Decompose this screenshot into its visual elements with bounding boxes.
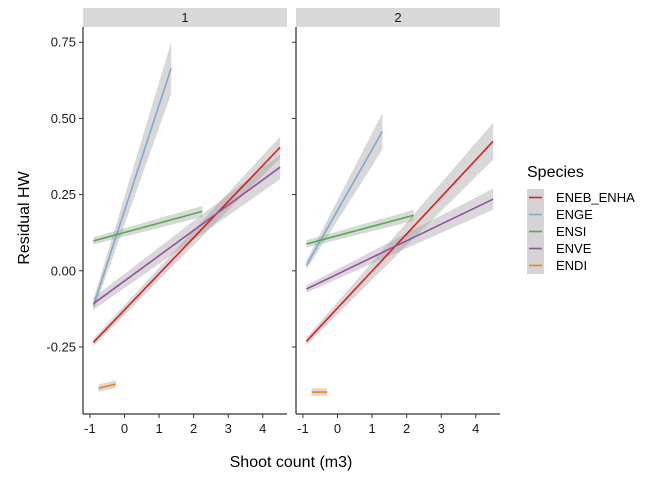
series-line-endi xyxy=(98,383,117,389)
y-axis-title: Residual HW xyxy=(16,170,33,264)
legend-item-endi: ENDI xyxy=(527,257,587,274)
legend-item-enge: ENGE xyxy=(527,206,593,223)
y-tick-label: 0.50 xyxy=(51,111,76,126)
legend-label: ENSI xyxy=(556,224,586,239)
x-tick-label: 4 xyxy=(259,421,266,436)
legend-label: ENEB_ENHA xyxy=(556,190,635,205)
legend-label: ENGE xyxy=(556,207,593,222)
y-tick-label: 0.25 xyxy=(51,187,76,202)
x-tick-label: 1 xyxy=(155,421,162,436)
series-line-eneb_enha xyxy=(92,146,281,343)
series-line-enge xyxy=(305,130,384,266)
legend-title: Species xyxy=(527,164,584,181)
panel-1: 1 -1 0 1 2 3 4 -0.25 0.00 0.25 0.50 0.75 xyxy=(46,8,287,436)
x-tick-label: 3 xyxy=(225,421,232,436)
x-tick-label: 1 xyxy=(368,421,375,436)
x-tick-label: 3 xyxy=(438,421,445,436)
series-line-enve xyxy=(92,166,281,305)
series-line-enve xyxy=(306,198,494,290)
ribbon-enve xyxy=(93,155,281,310)
panels: 1 -1 0 1 2 3 4 -0.25 0.00 0.25 0.50 0.75 2 -1 0 1 2 3 4 xyxy=(46,8,500,436)
legend-item-enve: ENVE xyxy=(527,240,592,257)
panel-2: 2 -1 0 1 2 3 4 xyxy=(292,8,500,436)
series-line-eneb_enha xyxy=(305,140,494,343)
x-tick-label: 2 xyxy=(403,421,410,436)
series-line-ensi xyxy=(93,210,203,242)
y-tick-label: 0.00 xyxy=(51,263,76,278)
x-tick-label: 0 xyxy=(121,421,128,436)
legend-item-eneb_enha: ENEB_ENHA xyxy=(527,189,635,206)
x-tick-label: 4 xyxy=(472,421,479,436)
x-tick-label: -1 xyxy=(297,421,309,436)
x-axis-title: Shoot count (m3) xyxy=(230,454,353,471)
x-tick-label: -1 xyxy=(84,421,96,436)
x-tick-label: 2 xyxy=(190,421,197,436)
legend-label: ENVE xyxy=(556,241,592,256)
y-tick-label: -0.25 xyxy=(46,339,76,354)
facet-strip-label: 2 xyxy=(394,10,401,25)
facet-strip xyxy=(83,8,287,27)
facet-strip-label: 1 xyxy=(181,10,188,25)
legend-item-ensi: ENSI xyxy=(527,223,586,240)
facet-strip xyxy=(296,8,500,27)
x-tick-label: 0 xyxy=(334,421,341,436)
legend: Species ENEB_ENHA ENGE ENSI ENVE ENDI xyxy=(527,164,635,274)
ribbon-ensi xyxy=(93,205,203,245)
legend-label: ENDI xyxy=(556,258,587,273)
ribbon-ensi xyxy=(306,209,414,248)
series-line-ensi xyxy=(306,214,414,245)
legend-entries: ENEB_ENHA ENGE ENSI ENVE ENDI xyxy=(527,189,635,274)
y-tick-label: 0.75 xyxy=(51,35,76,50)
ribbon-eneb_enha xyxy=(306,123,494,346)
series-line-enge xyxy=(92,67,172,307)
